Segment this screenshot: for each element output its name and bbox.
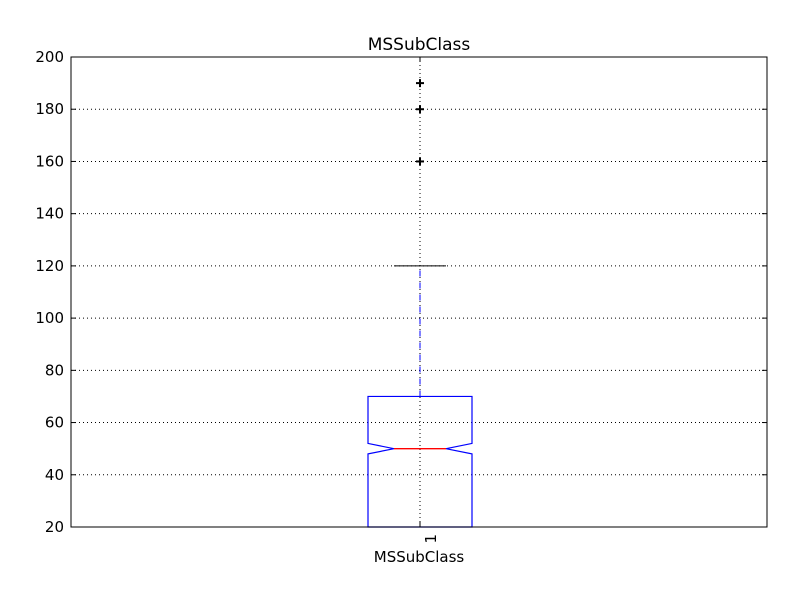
outlier-point	[416, 157, 424, 166]
outlier-point	[416, 105, 424, 114]
y-tick-label: 20	[45, 518, 64, 536]
y-tick-label: 200	[35, 48, 64, 66]
chart-title: MSSubClass	[368, 35, 471, 55]
notched-box	[367, 395, 473, 528]
box-plot-series	[367, 79, 473, 528]
x-tick-label: 1	[422, 534, 440, 544]
y-tick-label: 80	[45, 361, 64, 379]
y-tick-label: 160	[35, 152, 64, 170]
y-tick-label: 180	[35, 100, 64, 118]
y-tick-label: 140	[35, 205, 64, 223]
x-axis-label: MSSubClass	[374, 548, 465, 566]
y-tick-label: 40	[45, 466, 64, 484]
outlier-point	[416, 79, 424, 88]
y-tick-label: 100	[35, 309, 64, 327]
y-tick-label: 60	[45, 414, 64, 432]
axis-ticks: 20 40 60 80 100 120 140 160 180 200 1	[35, 48, 767, 544]
box-group	[367, 79, 473, 528]
plot-area-frame	[70, 56, 768, 528]
y-tick-label: 120	[35, 257, 64, 275]
